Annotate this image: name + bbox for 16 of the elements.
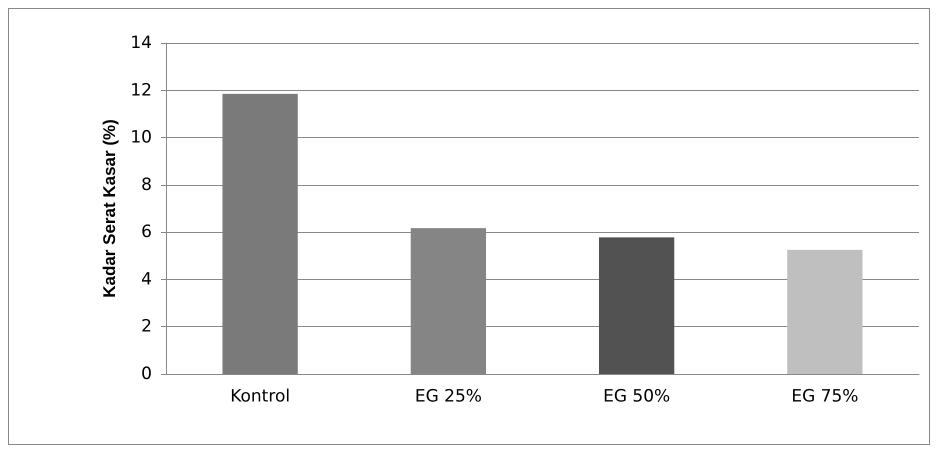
y-tick-label: 6 [141,222,152,242]
x-tick-label: Kontrol [230,386,290,406]
bar [787,250,863,374]
x-tick-label: EG 50% [603,386,670,406]
y-tick-label: 14 [130,33,152,53]
y-axis-title: Kadar Serat Kasar (%) [100,119,119,298]
y-tick-label: 0 [141,364,152,384]
y-tick-label: 4 [141,269,152,290]
y-tick-label: 10 [130,128,152,148]
y-tick-label: 12 [130,80,152,100]
bar [222,94,298,374]
y-tick-label: 8 [141,174,152,195]
x-tick-label: EG 75% [791,386,858,406]
y-tick-label: 2 [141,316,152,337]
bar [598,237,674,374]
x-tick-label: EG 25% [414,386,482,406]
